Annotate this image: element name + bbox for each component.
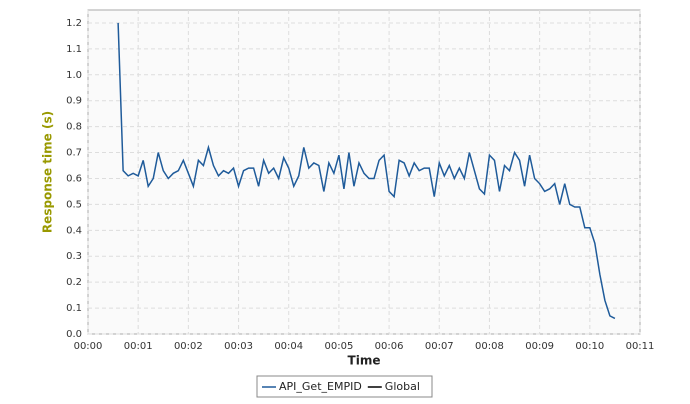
y-tick-label: 0.4	[66, 225, 82, 236]
x-tick-label: 00:00	[74, 341, 103, 352]
y-tick-label: 0.7	[66, 148, 82, 159]
x-tick-label: 00:03	[224, 341, 253, 352]
y-tick-label: 0.1	[66, 303, 82, 314]
x-tick-label: 00:07	[425, 341, 454, 352]
x-tick-label: 00:11	[626, 341, 655, 352]
x-tick-label: 00:08	[475, 341, 504, 352]
y-tick-label: 0.5	[66, 199, 82, 210]
y-tick-label: 0.6	[66, 173, 82, 184]
y-tick-label: 0.2	[66, 277, 82, 288]
x-tick-label: 00:01	[124, 341, 153, 352]
y-tick-label: 1.2	[66, 18, 82, 29]
y-tick-label: 0.3	[66, 251, 82, 262]
y-axis-label: Response time (s)	[41, 111, 55, 233]
data-line	[117, 22, 616, 320]
x-tick-label: 00:10	[575, 341, 604, 352]
y-tick-label: 1.0	[66, 70, 82, 81]
x-tick-label: 00:04	[274, 341, 303, 352]
legend-label: Global	[385, 380, 420, 393]
y-tick-label: 0.9	[66, 96, 82, 107]
x-tick-label: 00:05	[324, 341, 353, 352]
x-tick-label: 00:09	[525, 341, 554, 352]
legend-box	[256, 375, 433, 398]
y-tick-label: 0.0	[66, 329, 82, 340]
y-tick-label: 1.1	[66, 44, 82, 55]
x-axis-label: Time	[348, 354, 381, 368]
x-tick-label: 00:02	[174, 341, 203, 352]
y-tick-label: 0.8	[66, 122, 82, 133]
legend-label: API_Get_EMPID	[279, 380, 362, 393]
legend: API_Get_EMPID Global	[262, 380, 420, 393]
x-tick-label: 00:06	[375, 341, 404, 352]
